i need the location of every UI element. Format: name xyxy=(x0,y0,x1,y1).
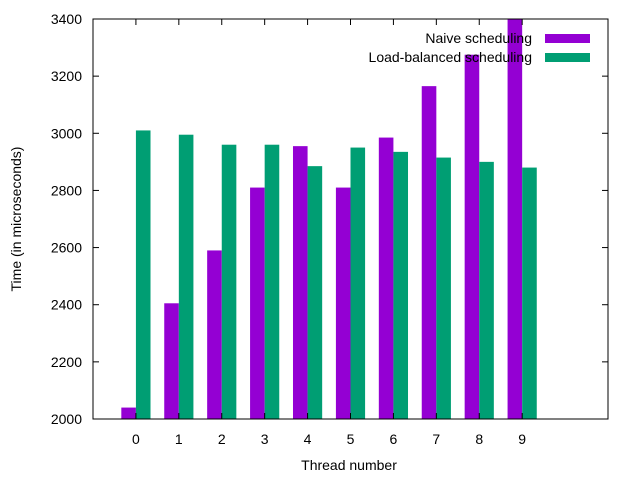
x-tick-label: 2 xyxy=(218,431,226,447)
x-axis-label: Thread number xyxy=(301,457,397,473)
x-tick-label: 9 xyxy=(518,431,526,447)
bar-naive-4 xyxy=(292,146,308,419)
bar-load-balanced-7 xyxy=(436,157,451,419)
bar-load-balanced-6 xyxy=(393,151,409,420)
bar-load-balanced-4 xyxy=(307,166,323,419)
bar-naive-7 xyxy=(421,86,437,419)
y-tick-label: 2200 xyxy=(51,354,82,370)
bar-naive-2 xyxy=(207,250,222,419)
y-tick-label: 2600 xyxy=(51,240,82,256)
y-tick-label: 2800 xyxy=(51,182,82,198)
y-tick-label: 3400 xyxy=(51,11,82,27)
legend-label-naive: Naive scheduling xyxy=(425,30,532,46)
bar-load-balanced-5 xyxy=(350,147,366,419)
bar-load-balanced-9 xyxy=(522,167,537,419)
x-axis: 0 1 2 3 4 5 6 7 8 9 xyxy=(132,19,526,447)
y-tick-label: 3200 xyxy=(51,68,82,84)
bar-load-balanced-2 xyxy=(221,144,237,419)
x-tick-label: 8 xyxy=(475,431,483,447)
x-tick-label: 1 xyxy=(175,431,183,447)
legend-label-load-balanced: Load-balanced scheduling xyxy=(369,49,532,65)
y-tick-label: 2400 xyxy=(51,297,82,313)
y-axis: 2000 2200 2400 2600 2800 3000 3200 3400 xyxy=(51,11,608,427)
legend: Naive scheduling Load-balanced scheduling xyxy=(369,30,590,65)
bar-load-balanced-3 xyxy=(264,144,280,419)
bar-naive-1 xyxy=(164,303,179,419)
y-tick-label: 2000 xyxy=(51,411,82,427)
legend-swatch-load-balanced xyxy=(545,53,590,62)
bar-naive-3 xyxy=(250,187,265,419)
bar-naive-5 xyxy=(335,187,351,419)
bar-naive-6 xyxy=(378,137,394,419)
bar-load-balanced-0 xyxy=(135,130,151,419)
x-tick-label: 5 xyxy=(347,431,355,447)
bars-layer xyxy=(121,19,537,420)
bar-naive-0 xyxy=(121,407,136,419)
bar-naive-9 xyxy=(507,19,523,419)
x-tick-label: 6 xyxy=(390,431,398,447)
y-axis-label: Time (in microseconds) xyxy=(8,147,24,292)
bar-load-balanced-8 xyxy=(479,161,494,420)
x-tick-label: 7 xyxy=(432,431,440,447)
y-tick-label: 3000 xyxy=(51,125,82,141)
x-tick-label: 0 xyxy=(132,431,140,447)
x-tick-label: 3 xyxy=(261,431,269,447)
bar-load-balanced-1 xyxy=(178,134,194,419)
x-tick-label: 4 xyxy=(304,431,312,447)
bar-naive-8 xyxy=(464,54,480,420)
legend-swatch-naive xyxy=(545,34,590,43)
